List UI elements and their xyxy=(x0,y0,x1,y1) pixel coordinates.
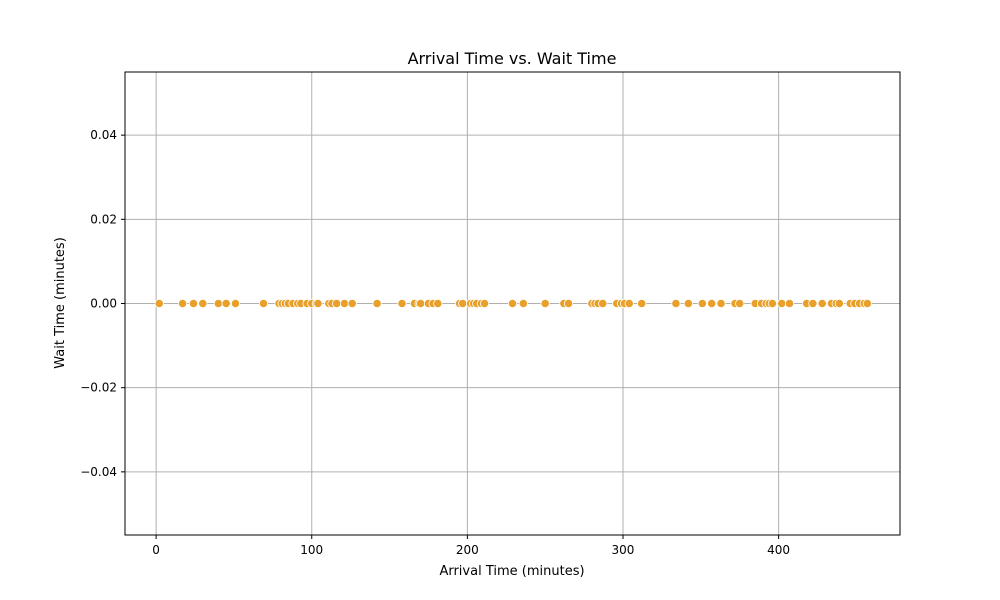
y-tick-label: −0.02 xyxy=(80,381,117,395)
scatter-point xyxy=(458,298,468,309)
scatter-point xyxy=(817,298,827,309)
scatter-point xyxy=(479,298,490,309)
scatter-point xyxy=(777,298,787,309)
y-axis-label: Wait Time (minutes) xyxy=(53,237,68,369)
scatter-point xyxy=(347,298,357,309)
x-tick-label: 400 xyxy=(767,543,790,557)
scatter-point xyxy=(735,298,745,309)
y-tick-label: 0.00 xyxy=(90,297,117,311)
y-tick-label: −0.04 xyxy=(80,465,117,479)
scatter-point xyxy=(834,298,844,309)
x-tick-label: 100 xyxy=(300,543,323,557)
scatter-point xyxy=(716,298,726,309)
chart-title: Arrival Time vs. Wait Time xyxy=(408,49,617,68)
scatter-point xyxy=(540,298,550,309)
x-tick-label: 0 xyxy=(152,543,160,557)
scatter-point xyxy=(784,298,795,309)
scatter-point xyxy=(372,298,382,309)
x-tick-label: 300 xyxy=(612,543,635,557)
scatter-point xyxy=(188,298,199,309)
scatter-point xyxy=(697,298,707,309)
scatter-point xyxy=(671,298,681,309)
scatter-point xyxy=(313,298,323,309)
scatter-point xyxy=(637,298,647,309)
x-tick-label: 200 xyxy=(456,543,479,557)
scatter-point xyxy=(707,298,717,309)
y-tick-label: 0.02 xyxy=(90,212,117,226)
y-tick-label: 0.04 xyxy=(90,128,117,142)
scatter-point xyxy=(332,298,342,309)
scatter-point xyxy=(213,298,223,309)
x-axis-label: Arrival Time (minutes) xyxy=(439,564,584,579)
scatter-point xyxy=(507,298,518,309)
scatter-point xyxy=(221,298,231,309)
scatter-point xyxy=(683,298,693,309)
scatter-point xyxy=(624,298,634,309)
scatter-point xyxy=(862,298,872,309)
scatter-point xyxy=(433,298,443,309)
scatter-point xyxy=(518,298,528,309)
scatter-point xyxy=(198,298,208,309)
ticks-layer: 0 100 200 300 400 −0.04 −0.02 0.00 0.02 0.04 xyxy=(80,128,790,557)
scatter-point xyxy=(258,298,269,309)
points-layer xyxy=(154,298,872,309)
scatter-point xyxy=(397,298,407,309)
scatter-point xyxy=(416,298,426,309)
scatter-point xyxy=(808,298,818,309)
scatter-point xyxy=(154,298,164,309)
scatter-point xyxy=(767,298,777,309)
scatter-point xyxy=(177,298,188,309)
scatter-point xyxy=(230,298,241,309)
scatter-point xyxy=(339,298,350,309)
scatter-point xyxy=(598,298,608,309)
scatter-point xyxy=(563,298,574,309)
